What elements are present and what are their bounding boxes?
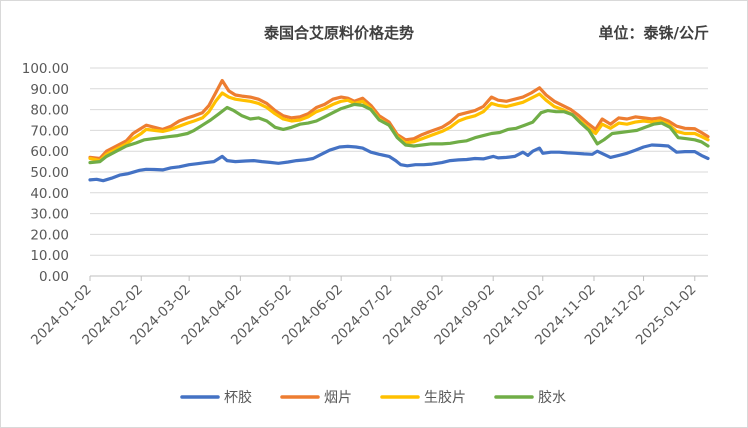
- y-tick-label: 70.00: [30, 123, 69, 139]
- y-tick-label: 90.00: [30, 82, 69, 98]
- series-line-烟片: [88, 78, 710, 161]
- y-tick-label: 40.00: [30, 186, 69, 202]
- y-tick-label: 20.00: [30, 227, 69, 243]
- chart-title: 泰国合艾原料价格走势: [263, 24, 414, 42]
- series-line-生胶片: [88, 91, 710, 163]
- y-tick-label: 10.00: [30, 248, 69, 264]
- legend-label: 杯胶: [224, 389, 252, 406]
- legend-label: 胶水: [538, 389, 566, 406]
- y-tick-label: 60.00: [30, 144, 69, 160]
- series-lines: [88, 78, 710, 183]
- y-tick-label: 30.00: [30, 207, 69, 223]
- y-tick-label: 80.00: [30, 103, 69, 119]
- legend: 杯胶 烟片 生胶片 胶水: [180, 389, 566, 406]
- legend-label: 生胶片: [424, 389, 466, 406]
- series-line-胶水: [88, 102, 710, 165]
- series-line-杯胶: [88, 143, 710, 183]
- y-tick-label: 0.00: [39, 269, 69, 285]
- unit-label: 单位：泰铢/公斤: [599, 24, 709, 42]
- y-tick-label: 50.00: [30, 165, 69, 181]
- y-tick-label: 100.00: [22, 61, 69, 77]
- legend-label: 烟片: [324, 390, 352, 406]
